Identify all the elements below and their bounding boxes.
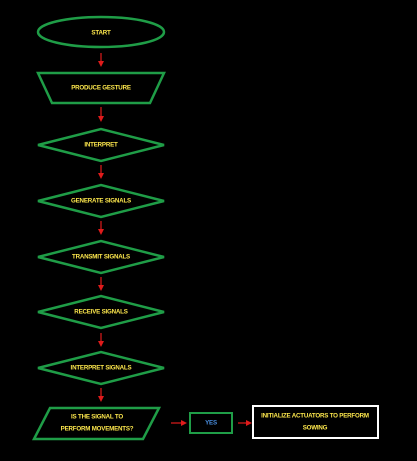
interpret-label: INTERPRET (84, 142, 118, 149)
yes-node: YES (189, 412, 233, 434)
interpret-node: INTERPRET (37, 127, 165, 163)
generate-signals-node: GENERATE SIGNALS (37, 183, 165, 219)
transmit-signals-label: TRANSMIT SIGNALS (72, 254, 130, 261)
generate-signals-label: GENERATE SIGNALS (71, 198, 131, 205)
start-node: START (36, 15, 166, 49)
output-label-line2: SOWING (303, 425, 328, 432)
start-label: START (91, 30, 111, 37)
interpret-signals-node: INTERPRET SIGNALS (37, 350, 165, 386)
receive-signals-node: RECEIVE SIGNALS (37, 294, 165, 330)
transmit-signals-node: TRANSMIT SIGNALS (37, 239, 165, 275)
yes-label: YES (205, 420, 217, 427)
produce-gesture-label: PRODUCE GESTURE (71, 85, 131, 92)
decision-label-line2: PERFORM MOVEMENTS? (61, 426, 134, 433)
actuator-output-node: INITIALIZE ACTUATORS TO PERFORM SOWING (252, 405, 379, 439)
interpret-signals-label: INTERPRET SIGNALS (71, 365, 132, 372)
decision-node: IS THE SIGNAL TO PERFORM MOVEMENTS? (31, 406, 162, 441)
output-label-line1: INITIALIZE ACTUATORS TO PERFORM (261, 413, 369, 420)
produce-gesture-node: PRODUCE GESTURE (36, 71, 166, 105)
receive-signals-label: RECEIVE SIGNALS (74, 309, 127, 316)
decision-label-line1: IS THE SIGNAL TO (71, 414, 123, 421)
